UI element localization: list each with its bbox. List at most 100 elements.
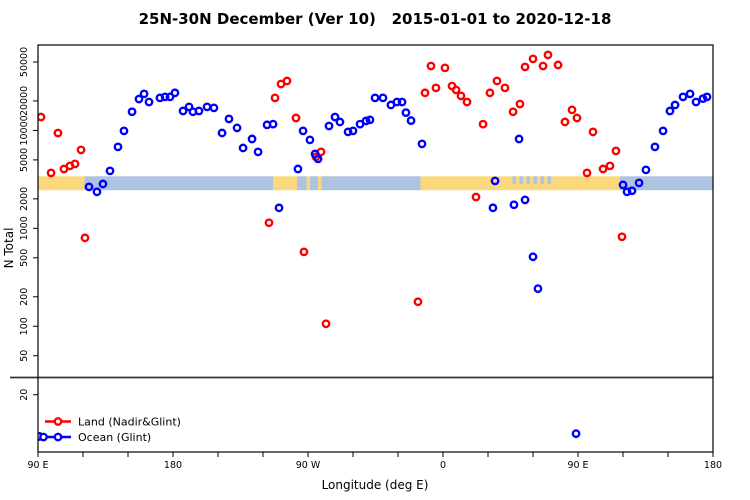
ocean-point (105, 166, 115, 176)
ocean-point (113, 142, 123, 152)
y-tick-label: 200 (19, 288, 30, 306)
ocean-point (378, 93, 388, 103)
land-point (485, 88, 495, 98)
band-segment-land (318, 176, 322, 191)
land-point (76, 145, 86, 155)
legend-land-label: Land (Nadir&Glint) (78, 416, 181, 429)
ocean-point (691, 97, 701, 107)
land-point (462, 97, 472, 107)
ocean-point (92, 187, 102, 197)
land-point (46, 168, 56, 178)
band-segment-land (38, 176, 85, 191)
land-point (543, 50, 553, 60)
band-speckle-ocean (547, 176, 551, 184)
ocean-point (392, 97, 402, 107)
ocean-point (330, 112, 340, 122)
band-segment-ocean (309, 176, 319, 191)
y-tick-label: 20000 (19, 86, 30, 116)
land-point (70, 159, 80, 169)
y-tick-label: 2000 (19, 187, 30, 211)
land-point (456, 91, 466, 101)
land-point (528, 54, 538, 64)
band-segment-ocean (321, 176, 421, 191)
ocean-point (665, 106, 675, 116)
ocean-point (170, 88, 180, 98)
ocean-point (417, 139, 427, 149)
ocean-point (84, 182, 94, 192)
ocean-point (160, 92, 170, 102)
y-tick-label: 100 (19, 317, 30, 335)
band-segment-ocean (297, 176, 307, 191)
land-point (431, 83, 441, 93)
ocean-point (370, 93, 380, 103)
y-tick-label: 10000 (19, 115, 30, 145)
ocean-point (397, 97, 407, 107)
land-point (426, 61, 436, 71)
ocean-point (119, 126, 129, 136)
x-tick-label: 90 E (567, 460, 588, 471)
land-point (598, 164, 608, 174)
ocean-point (348, 126, 358, 136)
ocean-point (324, 121, 334, 131)
land-point (413, 297, 423, 307)
ocean-point (274, 203, 284, 213)
ocean-point (98, 179, 108, 189)
ocean-point (268, 119, 278, 129)
land-point (605, 161, 615, 171)
ocean-point (571, 429, 581, 439)
ocean-point (406, 116, 416, 125)
land-point (508, 107, 518, 117)
band-speckle-ocean (526, 176, 530, 184)
ocean-point (490, 176, 500, 186)
ocean-point (650, 142, 660, 152)
ocean-point (224, 114, 234, 124)
band-speckle-ocean (533, 176, 537, 184)
ocean-point (335, 117, 345, 127)
ocean-point (533, 284, 543, 294)
ocean-point (401, 108, 411, 118)
ocean-point (488, 203, 498, 213)
ocean-point (702, 92, 712, 102)
x-tick-label: 90 E (27, 460, 48, 471)
ocean-point (670, 100, 680, 110)
land-point (80, 233, 90, 243)
chart-title: 25N-30N December (Ver 10) 2015-01-01 to … (139, 10, 612, 28)
land-point (567, 105, 577, 115)
ocean-point (293, 164, 303, 174)
ocean-point (365, 115, 375, 125)
land-point (291, 113, 301, 123)
land-point (538, 61, 548, 71)
land-ocean-band (38, 176, 713, 191)
land-point (572, 113, 582, 123)
ocean-point (634, 178, 644, 188)
ocean-point (622, 187, 632, 197)
y-tick-label: 1000 (19, 216, 30, 240)
band-segment-land (306, 176, 310, 191)
land-point (282, 76, 292, 86)
x-tick-label: 90 W (296, 460, 321, 471)
band-speckle-ocean (540, 176, 544, 184)
land-point (515, 99, 525, 109)
ocean-point (232, 123, 242, 133)
land-point (553, 60, 563, 70)
ocean-point (202, 102, 212, 112)
y-axis-title: N Total (2, 228, 16, 269)
ocean-point (627, 186, 637, 196)
land-point (611, 146, 621, 156)
x-tick-label: 180 (704, 460, 722, 471)
land-point (582, 168, 592, 178)
land-point (440, 63, 450, 73)
ocean-point (247, 134, 257, 144)
ocean-point (253, 147, 263, 157)
legend: Land (Nadir&Glint) Ocean (Glint) (39, 416, 181, 444)
land-point (270, 93, 280, 103)
data-points (38, 50, 712, 441)
band-segment-ocean (620, 176, 713, 191)
ocean-point (313, 154, 323, 164)
ocean-point (194, 106, 204, 116)
band-segment-mixed (510, 176, 551, 191)
ocean-point (305, 135, 315, 145)
